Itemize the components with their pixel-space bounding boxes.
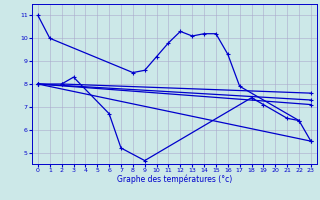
X-axis label: Graphe des températures (°c): Graphe des températures (°c) <box>117 175 232 184</box>
